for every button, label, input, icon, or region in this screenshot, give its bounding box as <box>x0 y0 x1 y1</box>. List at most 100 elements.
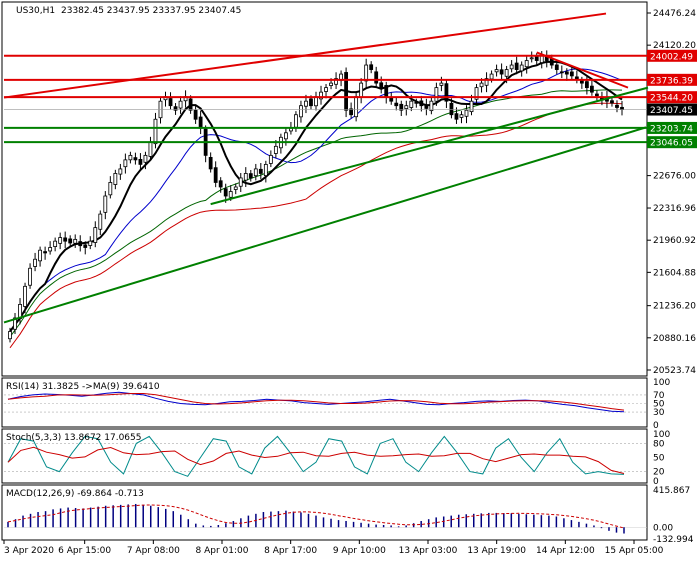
macd-ytick-label: -132.994 <box>653 535 694 545</box>
candle-body <box>23 285 27 307</box>
candle-body <box>519 64 524 72</box>
candle-body <box>439 82 444 86</box>
stoch-ytick-label: 0 <box>653 477 659 487</box>
candle-body <box>263 164 268 176</box>
xtick-label: 7 Apr 08:00 <box>127 546 180 556</box>
candle-body <box>188 98 193 111</box>
resistance-level-box <box>647 49 697 62</box>
candle-body <box>419 100 424 107</box>
axis-layer: 24476.2424120.2023764.1623408.1223052.09… <box>3 9 697 556</box>
rsi-ytick-label: 100 <box>653 378 670 388</box>
candle-body <box>228 191 233 198</box>
price-ytick-label: 21960.92 <box>653 236 696 246</box>
candle-body <box>610 100 614 104</box>
price-ytick-label: 20880.16 <box>653 334 696 344</box>
candle-body <box>168 98 173 107</box>
price-ytick-label: 22676.00 <box>653 172 696 182</box>
price-ytick-label: 20523.74 <box>653 366 696 376</box>
candle-body <box>434 87 439 102</box>
candle-body <box>399 103 404 111</box>
candle-body <box>273 145 278 154</box>
stoch-panel-frame <box>1 428 648 484</box>
candle-body <box>494 69 499 73</box>
candle-body <box>43 251 48 254</box>
xtick-label: 3 Apr 2020 <box>4 546 54 556</box>
xtick-label: 6 Apr 15:00 <box>58 546 111 556</box>
candle-body <box>444 83 449 102</box>
candle-body <box>208 156 213 170</box>
candle-body <box>429 100 434 112</box>
candle-body <box>539 55 544 63</box>
candle-body <box>524 60 529 68</box>
candle-body <box>118 168 123 175</box>
candle-body <box>464 109 469 117</box>
candle-body <box>584 81 589 89</box>
rsi-ytick-label: 0 <box>653 421 659 431</box>
candle-body <box>243 173 248 181</box>
current-price-box <box>647 103 697 116</box>
candle-body <box>499 69 504 75</box>
rsi-ytick-label: 70 <box>653 391 665 401</box>
candle-body <box>33 258 37 267</box>
candle-body <box>459 114 464 118</box>
candle-body <box>143 154 148 163</box>
price-layer <box>3 12 649 349</box>
candle-body <box>615 104 619 108</box>
candle-body <box>38 249 42 262</box>
candle-body <box>379 82 384 89</box>
stoch-ytick-label: 20 <box>653 468 665 478</box>
candle-body <box>509 64 514 70</box>
candle-body <box>364 64 369 82</box>
candle-body <box>334 78 338 85</box>
candle-body <box>479 82 484 88</box>
candle-body <box>153 118 158 145</box>
candle-body <box>198 116 203 129</box>
candle-body <box>319 91 323 100</box>
level-label: 23544.20 <box>650 94 693 104</box>
candle-body <box>173 106 178 111</box>
support-level-box <box>647 121 697 134</box>
candle-body <box>569 71 574 77</box>
stoch-ytick-label: 50 <box>653 454 665 464</box>
ma-mid-line <box>9 68 623 332</box>
ma-fast-line <box>9 60 623 333</box>
stoch-line <box>7 435 625 477</box>
candle-body <box>123 159 128 168</box>
candle-body <box>529 57 534 60</box>
price-panel-frame <box>1 1 648 377</box>
candle-body <box>193 109 198 120</box>
candle-body <box>284 132 288 140</box>
macd-label: MACD(12,26,9) -69.864 -0.713 <box>6 489 144 499</box>
rsi-signal-line <box>7 393 625 411</box>
candle-body <box>268 154 273 164</box>
candle-body <box>178 100 183 109</box>
candle-body <box>474 87 479 100</box>
candle-body <box>414 101 419 104</box>
candle-body <box>299 105 303 118</box>
candle-body <box>128 154 133 161</box>
candle-body <box>83 244 88 248</box>
stoch-layer <box>4 435 647 477</box>
candle-body <box>294 114 298 128</box>
price-ytick-label: 21604.88 <box>653 268 696 278</box>
candle-body <box>329 82 333 86</box>
ohlc-label: 23382.45 23437.95 23337.95 23407.45 <box>61 6 241 16</box>
xtick-label: 15 Apr 05:00 <box>605 546 664 556</box>
candle-body <box>13 317 17 330</box>
price-ytick-label: 24120.20 <box>653 41 696 51</box>
macd-ytick-label: 415.867 <box>653 486 690 496</box>
candle-body <box>53 240 58 248</box>
candle-body <box>78 241 83 247</box>
candle-body <box>384 85 389 98</box>
stoch-ytick-label: 80 <box>653 439 665 449</box>
rsi-layer <box>4 391 647 413</box>
macd-ytick-label: 0.00 <box>653 523 673 533</box>
candle-body <box>233 186 238 190</box>
macd-signal-line <box>7 504 625 529</box>
candle-body <box>349 108 354 116</box>
stoch-ytick-label: 100 <box>653 430 670 440</box>
candle-body <box>108 182 113 196</box>
level-label: 23736.39 <box>650 76 693 86</box>
candle-body <box>73 238 78 244</box>
rsi-line <box>7 391 625 413</box>
